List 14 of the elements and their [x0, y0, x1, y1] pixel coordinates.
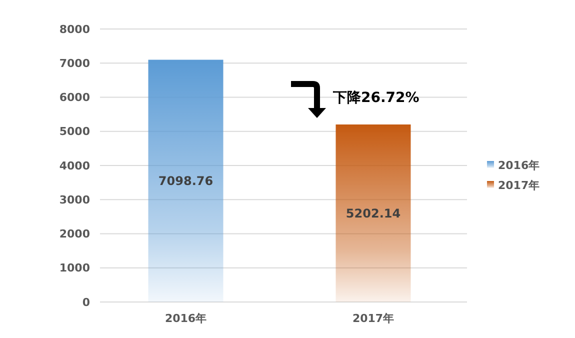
y-tick-label: 3000: [59, 193, 90, 206]
data-label: 5202.14: [346, 206, 401, 220]
legend-label: 2017年: [498, 178, 540, 192]
y-tick-label: 5000: [59, 125, 90, 138]
y-tick-label: 8000: [59, 22, 90, 36]
y-tick-label: 7000: [59, 56, 90, 70]
y-tick-label: 0: [82, 296, 90, 309]
y-tick-label: 2000: [59, 228, 90, 241]
legend-label: 2016年: [498, 158, 540, 172]
y-tick-label: 1000: [59, 262, 90, 275]
data-label: 7098.76: [158, 174, 214, 188]
y-tick-label: 4000: [59, 159, 90, 172]
annotation: 下降26.72%: [332, 90, 420, 106]
y-tick-label: 6000: [59, 91, 90, 104]
